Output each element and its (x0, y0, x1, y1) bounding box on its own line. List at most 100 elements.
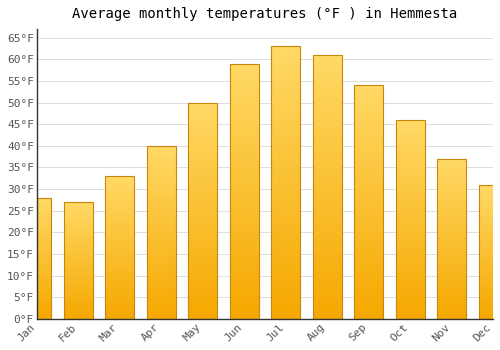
Bar (146, 201, 176, 203)
Bar (271, 191, 300, 194)
Bar (105, 196, 134, 197)
Bar (64, 304, 92, 305)
Bar (146, 241, 176, 243)
Bar (230, 227, 258, 230)
Bar (312, 103, 342, 105)
Bar (437, 308, 466, 309)
Bar (230, 247, 258, 250)
Bar (105, 256, 134, 258)
Bar (437, 197, 466, 199)
Bar (188, 276, 217, 278)
Bar (396, 307, 424, 309)
Bar (64, 222, 92, 223)
Bar (271, 253, 300, 256)
Bar (146, 257, 176, 258)
Bar (230, 189, 258, 191)
Bar (354, 207, 383, 209)
Bar (354, 286, 383, 288)
Bar (64, 257, 92, 258)
Bar (64, 250, 92, 251)
Bar (396, 134, 424, 136)
Bar (64, 270, 92, 271)
Bar (354, 179, 383, 181)
Bar (105, 223, 134, 225)
Bar (105, 212, 134, 213)
Bar (312, 176, 342, 179)
Bar (396, 305, 424, 307)
Bar (478, 291, 500, 292)
Bar (64, 205, 92, 207)
Bar (396, 160, 424, 162)
Bar (354, 249, 383, 251)
Bar (105, 310, 134, 312)
Bar (312, 287, 342, 290)
Bar (188, 200, 217, 202)
Bar (271, 68, 300, 71)
Bar (105, 299, 134, 300)
Bar (146, 160, 176, 161)
Bar (437, 253, 466, 255)
Bar (146, 272, 176, 274)
Bar (437, 271, 466, 272)
Bar (396, 291, 424, 293)
Bar (437, 306, 466, 308)
Bar (188, 230, 217, 232)
Bar (105, 303, 134, 304)
Bar (22, 215, 51, 216)
Bar (64, 230, 92, 231)
Bar (22, 295, 51, 296)
Bar (64, 298, 92, 299)
Bar (312, 240, 342, 242)
Bar (105, 190, 134, 192)
Bar (105, 316, 134, 317)
Bar (64, 229, 92, 230)
Bar (271, 65, 300, 68)
Bar (105, 263, 134, 265)
Bar (478, 236, 500, 237)
Bar (354, 284, 383, 286)
Bar (64, 237, 92, 238)
Bar (188, 174, 217, 176)
Bar (312, 274, 342, 276)
Bar (354, 85, 383, 88)
Bar (478, 312, 500, 314)
Bar (64, 269, 92, 270)
Bar (22, 261, 51, 262)
Bar (396, 281, 424, 283)
Bar (396, 289, 424, 291)
Bar (64, 208, 92, 209)
Bar (188, 226, 217, 228)
Bar (478, 308, 500, 309)
Bar (354, 216, 383, 218)
Bar (146, 298, 176, 300)
Bar (437, 313, 466, 314)
Bar (64, 311, 92, 312)
Bar (478, 238, 500, 240)
Bar (271, 169, 300, 172)
Bar (64, 234, 92, 235)
Bar (354, 97, 383, 99)
Bar (354, 169, 383, 172)
Bar (437, 231, 466, 232)
Bar (478, 276, 500, 277)
Bar (188, 209, 217, 211)
Bar (396, 168, 424, 170)
Bar (188, 295, 217, 297)
Bar (64, 293, 92, 294)
Bar (188, 146, 217, 148)
Bar (478, 262, 500, 264)
Bar (271, 174, 300, 177)
Bar (22, 214, 51, 215)
Bar (146, 300, 176, 302)
Bar (64, 309, 92, 311)
Bar (188, 252, 217, 254)
Bar (188, 107, 217, 109)
Bar (230, 268, 258, 271)
Bar (230, 64, 258, 319)
Bar (64, 278, 92, 279)
Bar (22, 272, 51, 273)
Bar (271, 226, 300, 229)
Bar (105, 216, 134, 218)
Bar (22, 198, 51, 319)
Bar (271, 316, 300, 319)
